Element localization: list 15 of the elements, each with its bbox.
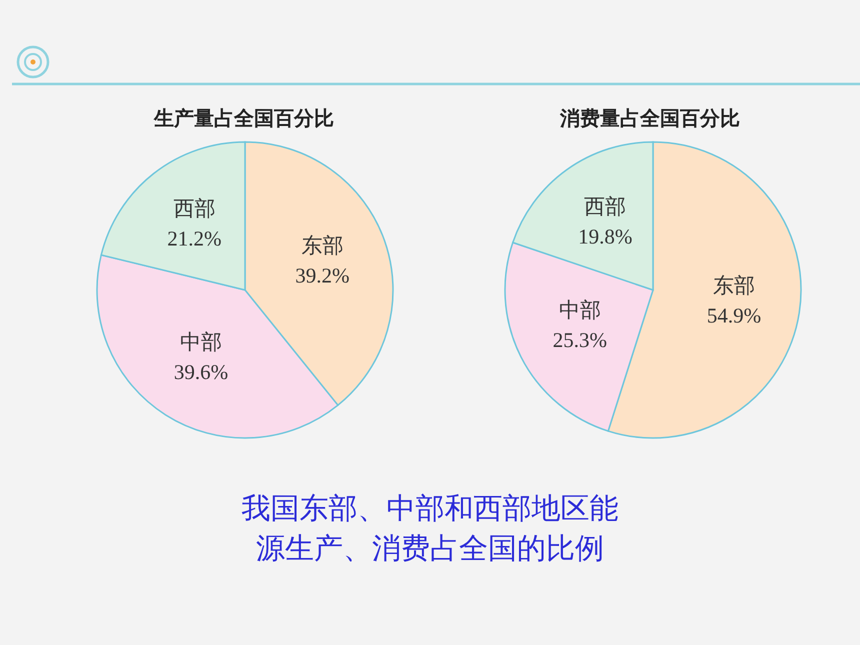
- slice-label: 中部: [180, 330, 222, 354]
- data-label: 39.6%: [174, 360, 228, 384]
- data-label: 54.9%: [706, 304, 762, 328]
- slice-label: 东部: [301, 234, 344, 258]
- slice-label: 中部: [558, 298, 601, 322]
- slice-label: 西部: [584, 194, 626, 218]
- chart-title: 生产量占全国百分比: [152, 105, 335, 132]
- slice-label: 西部: [173, 196, 216, 221]
- data-label: 39.2%: [295, 264, 350, 288]
- slice-label: 东部: [713, 274, 756, 298]
- chart-title: 消费量占全国百分比: [558, 105, 741, 132]
- data-label: 19.8%: [578, 224, 632, 248]
- text: 我国东部、中部和西部地区能源生产、消费占全国的比例: [240, 490, 620, 567]
- data-label: 25.3%: [552, 328, 607, 352]
- data-label: 21.2%: [167, 226, 222, 251]
